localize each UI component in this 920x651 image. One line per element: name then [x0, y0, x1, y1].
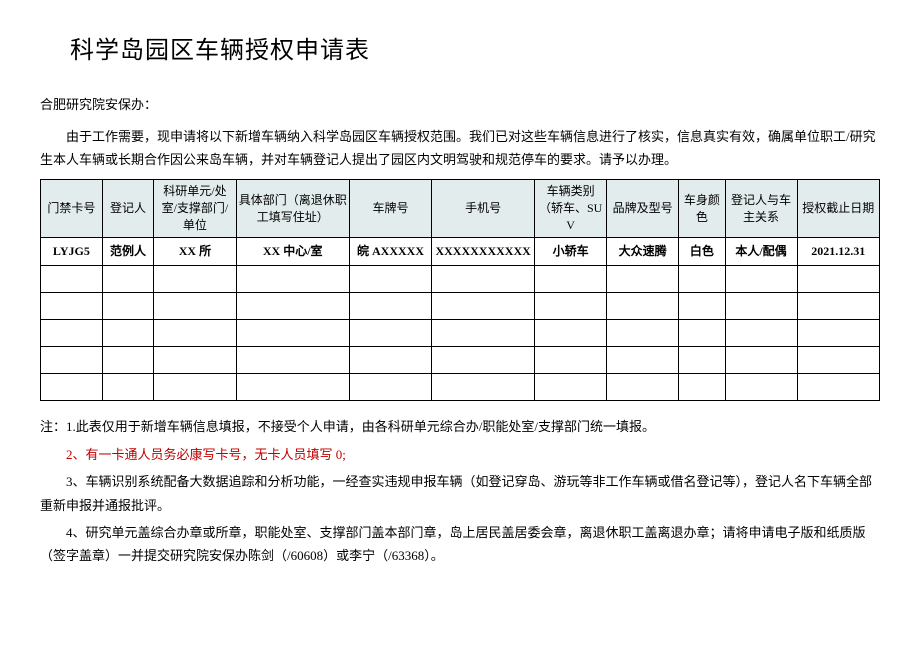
notes-block: 注：1.此表仅用于新增车辆信息填报，不接受个人申请，由各科研单元综合办/职能处室…	[40, 415, 880, 567]
table-cell: 白色	[679, 237, 725, 266]
table-cell	[154, 320, 236, 347]
table-cell	[797, 374, 879, 401]
note-4: 4、研究单元盖综合办章或所章，职能处室、支撑部门盖本部门章，岛上居民盖居委会章，…	[40, 521, 880, 568]
table-header-cell: 登记人	[102, 180, 153, 237]
table-cell	[432, 347, 535, 374]
table-cell	[236, 266, 349, 293]
table-header-row: 门禁卡号登记人科研单元/处室/支撑部门/单位具体部门（离退休职工填写住址）车牌号…	[41, 180, 880, 237]
table-cell	[41, 374, 103, 401]
table-header-cell: 科研单元/处室/支撑部门/单位	[154, 180, 236, 237]
table-cell	[432, 374, 535, 401]
table-header-cell: 授权截止日期	[797, 180, 879, 237]
table-cell	[102, 320, 153, 347]
table-cell	[725, 320, 797, 347]
table-cell	[535, 320, 607, 347]
table-cell	[535, 266, 607, 293]
table-row	[41, 320, 880, 347]
table-cell	[102, 347, 153, 374]
table-cell	[797, 293, 879, 320]
table-cell	[102, 374, 153, 401]
table-cell	[349, 320, 431, 347]
table-cell	[797, 266, 879, 293]
page-title: 科学岛园区车辆授权申请表	[70, 30, 880, 73]
table-row	[41, 347, 880, 374]
table-cell: 范例人	[102, 237, 153, 266]
table-cell: 皖 AXXXXX	[349, 237, 431, 266]
table-cell	[725, 266, 797, 293]
table-cell	[535, 374, 607, 401]
table-header-cell: 登记人与车主关系	[725, 180, 797, 237]
table-header-cell: 品牌及型号	[607, 180, 679, 237]
table-cell	[154, 374, 236, 401]
table-cell	[41, 293, 103, 320]
table-header-cell: 车身颜色	[679, 180, 725, 237]
table-cell	[154, 347, 236, 374]
table-cell: LYJG5	[41, 237, 103, 266]
table-header-cell: 车牌号	[349, 180, 431, 237]
table-cell	[679, 320, 725, 347]
table-header-cell: 手机号	[432, 180, 535, 237]
addressee: 合肥研究院安保办：	[40, 93, 880, 116]
table-cell: 小轿车	[535, 237, 607, 266]
vehicle-table: 门禁卡号登记人科研单元/处室/支撑部门/单位具体部门（离退休职工填写住址）车牌号…	[40, 179, 880, 401]
table-cell	[607, 374, 679, 401]
table-cell	[41, 320, 103, 347]
table-row	[41, 374, 880, 401]
table-cell	[349, 374, 431, 401]
note-3: 3、车辆识别系统配备大数据追踪和分析功能，一经查实违规申报车辆（如登记穿岛、游玩…	[40, 470, 880, 517]
table-cell	[607, 320, 679, 347]
table-cell	[607, 347, 679, 374]
table-cell: XX 中心/室	[236, 237, 349, 266]
note-2: 2、有一卡通人员务必康写卡号，无卡人员填写 0;	[40, 443, 880, 466]
table-cell	[236, 320, 349, 347]
table-cell	[236, 293, 349, 320]
table-cell	[679, 374, 725, 401]
intro-paragraph: 由于工作需要，现申请将以下新增车辆纳入科学岛园区车辆授权范围。我们已对这些车辆信…	[40, 125, 880, 172]
table-cell	[154, 266, 236, 293]
table-row	[41, 266, 880, 293]
table-cell	[535, 293, 607, 320]
table-cell	[102, 266, 153, 293]
table-cell	[797, 320, 879, 347]
table-cell: XXXXXXXXXXX	[432, 237, 535, 266]
table-header-cell: 车辆类别（轿车、SUV	[535, 180, 607, 237]
table-cell	[725, 374, 797, 401]
table-cell	[349, 293, 431, 320]
table-cell	[607, 266, 679, 293]
table-cell	[41, 347, 103, 374]
table-header-cell: 具体部门（离退休职工填写住址）	[236, 180, 349, 237]
table-cell: 大众速腾	[607, 237, 679, 266]
table-cell	[432, 293, 535, 320]
note-1: 注：1.此表仅用于新增车辆信息填报，不接受个人申请，由各科研单元综合办/职能处室…	[40, 415, 880, 438]
table-header-cell: 门禁卡号	[41, 180, 103, 237]
table-cell: 本人/配偶	[725, 237, 797, 266]
table-cell	[349, 347, 431, 374]
table-cell	[349, 266, 431, 293]
table-cell: 2021.12.31	[797, 237, 879, 266]
table-cell	[432, 320, 535, 347]
table-cell: XX 所	[154, 237, 236, 266]
table-cell	[236, 374, 349, 401]
table-cell	[679, 266, 725, 293]
table-cell	[236, 347, 349, 374]
table-cell	[535, 347, 607, 374]
table-cell	[725, 293, 797, 320]
table-cell	[797, 347, 879, 374]
table-cell	[41, 266, 103, 293]
table-cell	[102, 293, 153, 320]
table-cell	[607, 293, 679, 320]
table-cell	[432, 266, 535, 293]
table-cell	[679, 347, 725, 374]
table-row: LYJG5范例人XX 所XX 中心/室皖 AXXXXXXXXXXXXXXXX小轿…	[41, 237, 880, 266]
table-cell	[154, 293, 236, 320]
table-cell	[725, 347, 797, 374]
table-cell	[679, 293, 725, 320]
table-row	[41, 293, 880, 320]
